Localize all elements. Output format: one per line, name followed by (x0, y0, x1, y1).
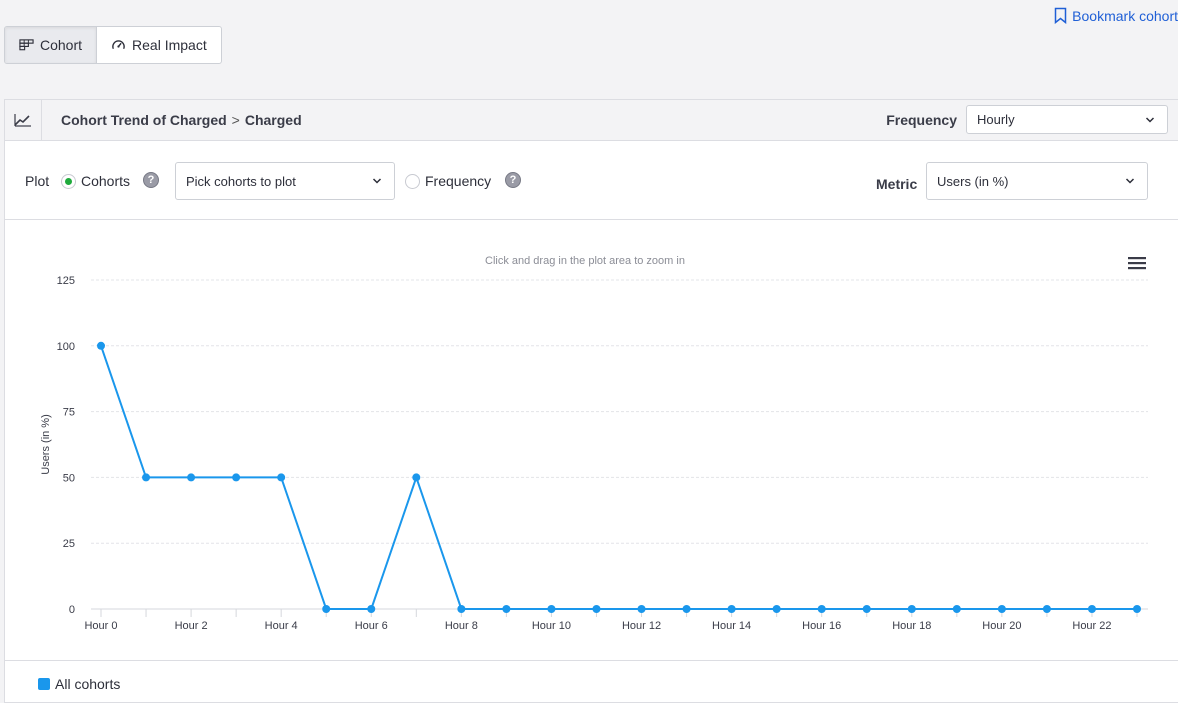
plot-controls: Plot Cohorts ? Pick cohorts to plot Freq… (5, 141, 1178, 220)
chevron-down-icon (1145, 116, 1155, 123)
x-tick-label: Hour 16 (802, 620, 841, 632)
frequency-label: Frequency (886, 111, 957, 128)
panel-title-event: Cohort Trend of Charged (61, 112, 227, 128)
cohorts-help-icon[interactable]: ? (143, 172, 159, 188)
x-tick-label: Hour 20 (982, 620, 1021, 632)
frequency-select[interactable]: Hourly (966, 105, 1168, 134)
data-point (997, 605, 1006, 613)
x-tick-label: Hour 14 (712, 620, 751, 632)
panel-title-return-event: Charged (244, 112, 302, 128)
bookmark-icon (1054, 7, 1067, 24)
real-impact-view-button[interactable]: Real Impact (97, 27, 221, 63)
panel-title-separator: > (231, 112, 240, 128)
chart-menu-icon[interactable] (1128, 256, 1146, 270)
frequency-control: Frequency Hourly (886, 105, 1168, 134)
data-point (682, 605, 691, 613)
data-point (502, 605, 511, 613)
chart-legend: All cohorts (5, 660, 1178, 703)
y-tick-label: 75 (63, 407, 75, 419)
metric-select[interactable]: Users (in %) (926, 162, 1148, 200)
x-tick-label: Hour 8 (445, 620, 478, 632)
legend-item-all-cohorts[interactable]: All cohorts (38, 676, 120, 692)
chevron-down-icon (372, 178, 382, 184)
data-point (547, 605, 556, 613)
data-point (1042, 605, 1051, 613)
legend-label: All cohorts (55, 676, 121, 692)
metric-select-value: Users (in %) (937, 173, 1009, 189)
view-toggle: Cohort Real Impact (4, 26, 222, 64)
y-tick-label: 100 (57, 341, 75, 353)
data-point (727, 605, 736, 613)
data-point (457, 605, 466, 613)
data-point (772, 605, 781, 613)
data-point (907, 605, 916, 613)
cohort-picker-select[interactable]: Pick cohorts to plot (175, 162, 395, 200)
x-tick-label: Hour 10 (532, 620, 571, 632)
cohort-trend-panel: Cohort Trend of Charged > Charged Freque… (4, 99, 1178, 703)
data-point (277, 473, 286, 482)
cohort-picker-placeholder: Pick cohorts to plot (186, 173, 296, 189)
real-impact-view-label: Real Impact (132, 37, 207, 53)
data-point (592, 605, 601, 613)
series-line (100, 345, 1137, 610)
data-point (367, 605, 376, 613)
data-point (412, 473, 421, 482)
cohorts-radio-label: Cohorts (81, 173, 131, 189)
frequency-radio-label: Frequency (425, 173, 492, 189)
x-tick-label: Hour 4 (265, 620, 298, 632)
data-point (232, 473, 241, 482)
y-tick-label: 125 (57, 275, 75, 287)
y-tick-label: 50 (63, 472, 75, 484)
y-tick-label: 0 (69, 604, 75, 616)
cohort-view-button[interactable]: Cohort (5, 27, 98, 63)
data-point (97, 341, 105, 350)
data-point (1087, 605, 1096, 613)
data-point (187, 473, 196, 482)
data-point (322, 605, 331, 613)
frequency-help-icon[interactable]: ? (505, 172, 521, 188)
x-tick-label: Hour 12 (622, 620, 661, 632)
x-tick-label: Hour 0 (84, 620, 117, 632)
y-tick-label: 25 (63, 538, 75, 550)
data-point (1133, 605, 1141, 613)
bookmark-cohort-link[interactable]: Bookmark cohort (1054, 7, 1178, 24)
cohort-grid-icon (19, 38, 34, 50)
x-tick-label: Hour 18 (892, 620, 931, 632)
metric-label: Metric (876, 176, 918, 192)
frequency-select-value: Hourly (977, 112, 1015, 127)
cohorts-radio[interactable]: Cohorts (61, 173, 130, 189)
chevron-down-icon (1125, 178, 1135, 184)
data-point (952, 605, 961, 613)
data-point (142, 473, 151, 482)
frequency-radio[interactable]: Frequency (405, 173, 491, 189)
data-point (637, 605, 646, 613)
x-tick-label: Hour 22 (1072, 620, 1111, 632)
line-chart[interactable]: 0 25 50 75 100 125 Hour 0 Hour 2 Hour 4 Hour 6 Hou… (5, 221, 1178, 661)
bookmark-cohort-label: Bookmark cohort (1072, 7, 1178, 24)
data-point (862, 605, 871, 613)
trend-chart-icon (5, 100, 42, 140)
data-point (817, 605, 826, 613)
plot-label: Plot (25, 173, 50, 189)
zoom-hint: Click and drag in the plot area to zoom … (485, 255, 685, 267)
panel-header: Cohort Trend of Charged > Charged Freque… (5, 100, 1178, 141)
cohort-view-label: Cohort (40, 37, 83, 53)
panel-title: Cohort Trend of Charged > Charged (61, 112, 302, 128)
radio-unselected-icon (405, 173, 420, 189)
radio-selected-icon (61, 173, 76, 189)
x-tick-label: Hour 2 (175, 620, 208, 632)
x-tick-label: Hour 6 (355, 620, 388, 632)
y-axis-title: Users (in %) (40, 414, 52, 475)
gauge-icon (112, 39, 125, 49)
chart-area[interactable]: Click and drag in the plot area to zoom … (5, 221, 1178, 661)
legend-swatch (38, 678, 50, 690)
